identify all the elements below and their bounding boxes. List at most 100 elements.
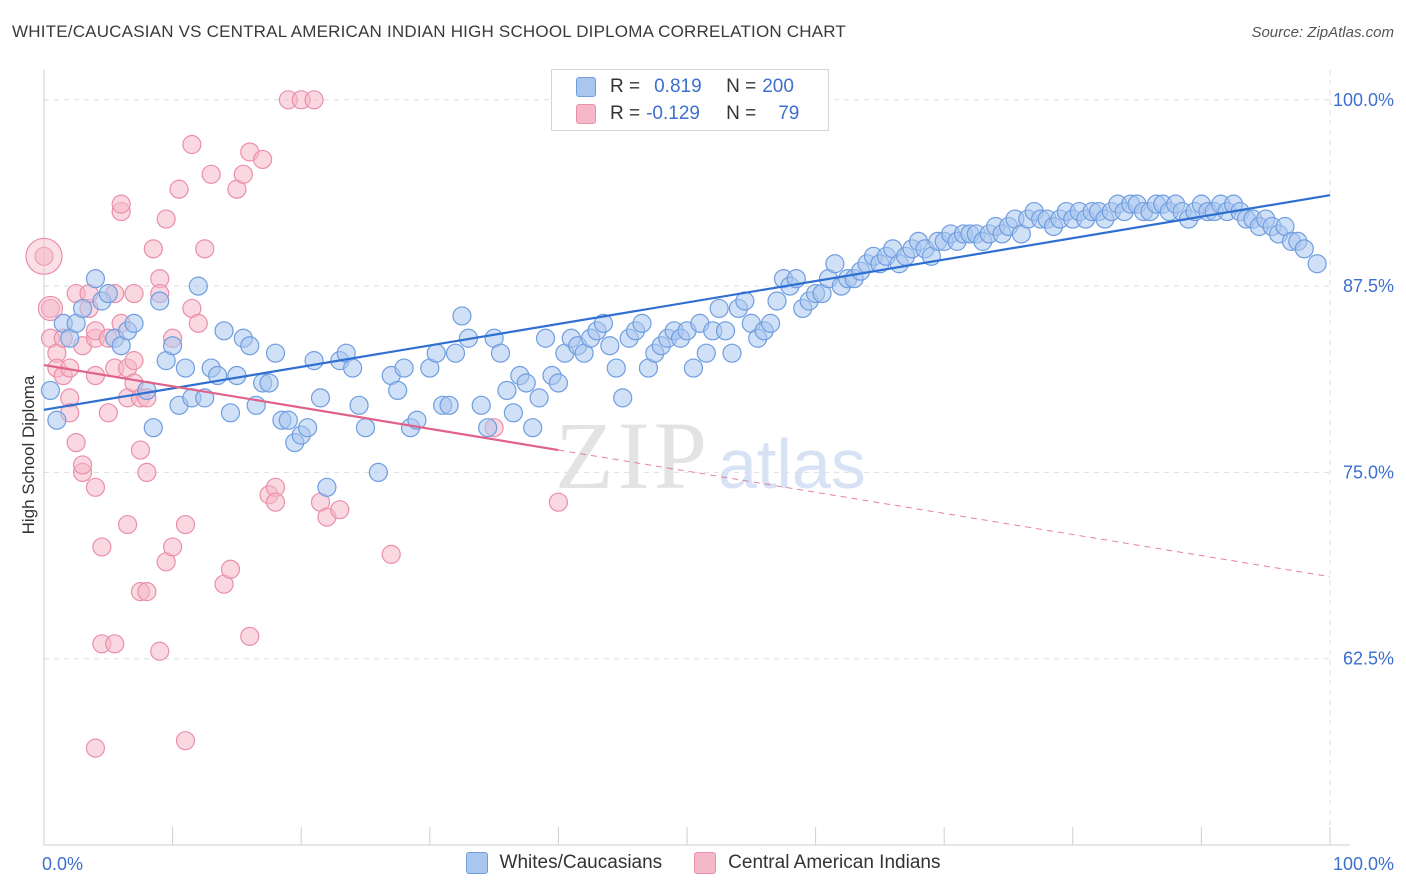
chart-title: WHITE/CAUCASIAN VS CENTRAL AMERICAN INDI…: [12, 22, 847, 41]
data-point-pink: [137, 582, 157, 602]
data-point-blue: [349, 395, 369, 415]
data-point-pink: [105, 634, 125, 654]
data-point-blue: [317, 477, 337, 497]
data-point-blue: [535, 328, 556, 348]
data-point-blue: [613, 388, 633, 408]
data-point-blue: [163, 336, 183, 356]
data-point-pink: [163, 537, 183, 557]
data-point-blue: [188, 276, 208, 296]
data-point-pink: [381, 544, 401, 564]
series-whites-caucasians: [40, 194, 1327, 497]
data-point-blue: [497, 380, 517, 401]
legend-r-label: R =: [610, 76, 641, 97]
y-tick-label: 87.5%: [1343, 276, 1394, 296]
data-point-blue: [388, 380, 408, 401]
data-point-blue: [47, 410, 67, 430]
data-point-blue: [214, 321, 234, 341]
data-point-pink: [85, 477, 106, 497]
data-point-blue: [529, 388, 549, 408]
data-point-blue: [124, 313, 144, 333]
data-point-blue: [85, 269, 106, 289]
data-point-blue: [143, 418, 163, 438]
data-point-pink: [175, 731, 196, 751]
data-point-blue: [471, 395, 491, 415]
data-point-blue: [715, 321, 736, 341]
data-point-blue: [355, 418, 376, 438]
data-point-pink: [143, 239, 163, 259]
data-point-pink: [66, 432, 86, 453]
data-point-pink: [175, 514, 196, 535]
legend-r-value: -0.129: [646, 103, 700, 124]
data-point-blue: [825, 254, 845, 274]
data-point-pink: [124, 351, 144, 371]
data-point-blue: [593, 313, 614, 333]
legend-n-value: 79: [778, 103, 800, 124]
data-point-pink: [304, 90, 324, 110]
data-point-blue: [478, 418, 498, 438]
data-point-blue: [523, 418, 543, 438]
data-point-pink: [195, 239, 215, 259]
data-point-pink: [253, 149, 273, 170]
data-point-blue: [606, 358, 626, 378]
data-point-blue: [40, 380, 61, 401]
data-point-pink: [548, 492, 569, 512]
gridlines: [44, 70, 1331, 845]
data-point-pink: [220, 559, 241, 579]
data-point-blue: [1307, 254, 1327, 274]
watermark-zip: ZIP: [555, 402, 711, 509]
data-point-blue: [150, 291, 170, 311]
trend-line-central-american: [43, 364, 559, 452]
data-point-pink: [34, 246, 54, 266]
bottom-legend-central-american: Central American Indians: [694, 852, 940, 874]
data-point-blue: [439, 395, 459, 415]
watermark-atlas: atlas: [718, 425, 866, 503]
data-point-pink: [150, 641, 170, 661]
trend-lines: [43, 194, 1331, 578]
data-point-pink: [330, 500, 350, 520]
data-point-blue: [343, 358, 363, 378]
y-tick-label: 62.5%: [1343, 649, 1394, 669]
trend-line-central-american-extension: [558, 449, 1331, 578]
data-point-blue: [760, 313, 781, 333]
data-point-pink-large: [37, 295, 64, 322]
data-point-blue: [278, 410, 298, 430]
legend-r-value: 0.819: [654, 76, 702, 97]
data-point-pink: [182, 134, 202, 155]
data-point-pink: [117, 514, 138, 535]
data-point-blue: [175, 358, 196, 378]
data-point-pink: [124, 283, 144, 304]
data-point-blue: [696, 343, 716, 363]
data-point-blue: [394, 358, 414, 378]
data-point-blue: [452, 306, 472, 326]
data-point-blue: [490, 343, 511, 363]
data-point-blue: [240, 336, 260, 356]
legend-n-value: 200: [762, 76, 794, 97]
data-point-pink-large: [25, 237, 63, 275]
data-point-pink: [72, 455, 93, 475]
data-point-pink: [233, 164, 253, 184]
bottom-legend-whites: Whites/Caucasians: [465, 852, 663, 874]
bottom-legend-swatch-pink: [694, 852, 717, 874]
data-point-blue: [98, 283, 118, 304]
tick-labels: 62.5% 75.0% 87.5% 100.0% 0.0% 100.0%: [42, 90, 1394, 874]
data-point-blue: [220, 403, 241, 423]
data-point-blue: [265, 343, 286, 363]
data-point-blue: [722, 343, 742, 363]
data-point-blue: [368, 462, 388, 483]
data-point-blue: [407, 410, 427, 430]
data-point-pink: [130, 440, 151, 460]
data-point-blue: [310, 388, 331, 408]
bottom-legend: Whites/Caucasians Central American India…: [0, 852, 1406, 874]
data-point-blue: [304, 351, 324, 371]
watermark: ZIP atlas: [555, 402, 866, 509]
data-point-pink: [188, 313, 208, 333]
data-point-blue: [683, 358, 704, 378]
data-point-pink: [92, 537, 112, 557]
data-point-pink: [98, 403, 118, 423]
y-tick-label: 100.0%: [1333, 90, 1394, 110]
bottom-legend-label-whites: Whites/Caucasians: [499, 852, 663, 873]
data-point-pink: [169, 179, 189, 199]
data-point-blue: [600, 336, 620, 356]
data-point-blue: [632, 313, 652, 333]
